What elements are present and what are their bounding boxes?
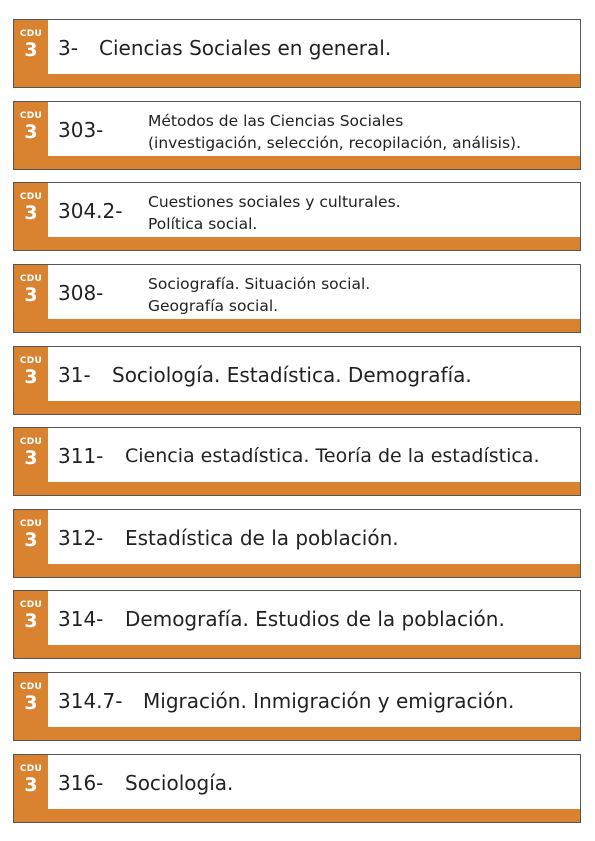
accent-bar (14, 156, 580, 169)
cdu-tab-number: 3 (24, 774, 38, 796)
cdu-tab-number: 3 (24, 447, 38, 469)
cdu-tab-caption: CDU (19, 682, 43, 692)
cdu-label-303: CDU 3 303- Métodos de las Ciencias Socia… (13, 101, 581, 170)
cdu-label-312: CDU 3 312- Estadística de la población. (13, 509, 581, 578)
cdu-tab-caption: CDU (19, 600, 43, 610)
cdu-title-line-1: Métodos de las Ciencias Sociales (148, 112, 404, 130)
cdu-code: 303- (58, 118, 104, 142)
cdu-code: 308- (58, 281, 104, 305)
cdu-label-311: CDU 3 311- Ciencia estadística. Teoría d… (13, 427, 581, 496)
cdu-tab-caption: CDU (19, 356, 43, 366)
cdu-title-line-1: Sociografía. Situación social. (148, 275, 371, 293)
cdu-label-314-7: CDU 3 314.7- Migración. Inmigración y em… (13, 672, 581, 741)
cdu-code: 31- (58, 363, 91, 387)
cdu-tab-caption: CDU (19, 519, 43, 529)
cdu-title: Demografía. Estudios de la población. (125, 607, 505, 631)
cdu-code: 312- (58, 526, 104, 550)
cdu-tab-caption: CDU (19, 764, 43, 774)
cdu-title: Sociología. Estadística. Demografía. (112, 363, 472, 387)
cdu-tab-number: 3 (24, 202, 38, 224)
cdu-title-line-1: Cuestiones sociales y culturales. (148, 193, 401, 211)
cdu-code: 304.2- (58, 199, 123, 223)
cdu-title: Métodos de las Ciencias Sociales (invest… (148, 110, 521, 154)
accent-bar (14, 237, 580, 250)
cdu-tab-number: 3 (24, 692, 38, 714)
cdu-title: Cuestiones sociales y culturales. Políti… (148, 191, 401, 235)
cdu-tab-number: 3 (24, 121, 38, 143)
cdu-tab-number: 3 (24, 366, 38, 388)
cdu-code: 314.7- (58, 689, 123, 713)
cdu-tab-caption: CDU (19, 192, 43, 202)
cdu-label-3: CDU 3 3- Ciencias Sociales en general. (13, 19, 581, 88)
cdu-label-308: CDU 3 308- Sociografía. Situación social… (13, 264, 581, 333)
cdu-tab-number: 3 (24, 529, 38, 551)
cdu-tab-caption: CDU (19, 274, 43, 284)
cdu-tab-caption: CDU (19, 111, 43, 121)
cdu-title: Estadística de la población. (125, 526, 399, 550)
cdu-tab-number: 3 (24, 284, 38, 306)
cdu-title-line-2: (investigación, selección, recopilación,… (148, 134, 522, 152)
cdu-code: 311- (58, 444, 104, 468)
accent-bar (14, 74, 580, 87)
accent-bar (14, 564, 580, 577)
cdu-label-314: CDU 3 314- Demografía. Estudios de la po… (13, 590, 581, 659)
cdu-label-31: CDU 3 31- Sociología. Estadística. Demog… (13, 346, 581, 415)
cdu-title: Ciencias Sociales en general. (99, 36, 392, 60)
accent-bar (14, 319, 580, 332)
cdu-title: Ciencia estadística. Teoría de la estadí… (125, 445, 540, 467)
cdu-title: Sociografía. Situación social. Geografía… (148, 273, 370, 317)
cdu-tab-number: 3 (24, 610, 38, 632)
accent-bar (14, 401, 580, 414)
cdu-title: Migración. Inmigración y emigración. (143, 689, 515, 713)
cdu-label-316: CDU 3 316- Sociología. (13, 754, 581, 823)
cdu-tab-number: 3 (24, 39, 38, 61)
cdu-code: 3- (58, 36, 78, 60)
cdu-code: 314- (58, 607, 104, 631)
accent-bar (14, 645, 580, 658)
cdu-code: 316- (58, 771, 104, 795)
cdu-tab-caption: CDU (19, 437, 43, 447)
accent-bar (14, 727, 580, 740)
accent-bar (14, 482, 580, 495)
cdu-label-304-2: CDU 3 304.2- Cuestiones sociales y cultu… (13, 182, 581, 251)
cdu-title-line-2: Política social. (148, 215, 258, 233)
cdu-title-line-2: Geografía social. (148, 297, 279, 315)
accent-bar (14, 809, 580, 822)
cdu-title: Sociología. (125, 771, 234, 795)
cdu-tab-caption: CDU (19, 29, 43, 39)
